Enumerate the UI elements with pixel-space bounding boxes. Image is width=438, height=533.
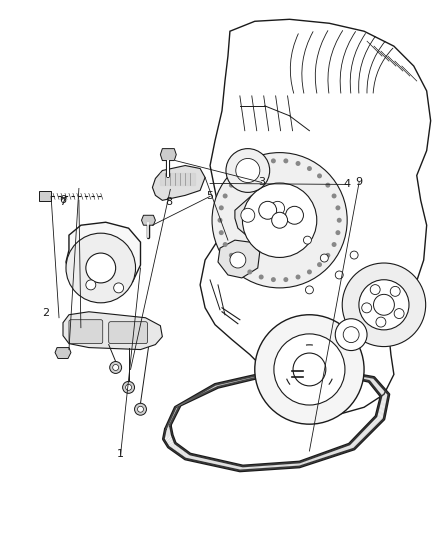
Circle shape	[370, 285, 380, 295]
Circle shape	[307, 166, 312, 171]
Circle shape	[237, 262, 242, 267]
Circle shape	[259, 161, 264, 166]
Circle shape	[134, 403, 146, 415]
Polygon shape	[160, 173, 195, 185]
Polygon shape	[141, 215, 155, 225]
Circle shape	[296, 161, 300, 166]
Circle shape	[359, 280, 409, 330]
Circle shape	[342, 263, 426, 346]
Circle shape	[218, 218, 223, 223]
Polygon shape	[152, 166, 205, 200]
Polygon shape	[235, 188, 301, 242]
Circle shape	[283, 277, 288, 282]
Circle shape	[243, 183, 317, 257]
Circle shape	[138, 406, 144, 412]
Circle shape	[236, 158, 260, 182]
Circle shape	[110, 361, 122, 374]
Polygon shape	[63, 312, 162, 350]
Text: 1: 1	[117, 449, 124, 459]
Circle shape	[86, 280, 96, 290]
Circle shape	[86, 253, 116, 283]
Circle shape	[332, 193, 336, 198]
Circle shape	[223, 193, 228, 198]
Circle shape	[296, 274, 300, 279]
Circle shape	[237, 173, 242, 179]
Circle shape	[317, 173, 322, 179]
Circle shape	[223, 242, 228, 247]
Circle shape	[317, 262, 322, 267]
Circle shape	[283, 158, 288, 164]
Circle shape	[350, 251, 358, 259]
Circle shape	[390, 286, 400, 296]
Circle shape	[212, 152, 347, 288]
Circle shape	[343, 327, 359, 343]
Circle shape	[272, 212, 288, 228]
Circle shape	[226, 149, 270, 192]
Polygon shape	[160, 149, 176, 160]
Circle shape	[362, 303, 372, 313]
Circle shape	[320, 254, 328, 262]
FancyBboxPatch shape	[109, 322, 148, 344]
Circle shape	[259, 201, 277, 219]
Circle shape	[271, 201, 285, 215]
Text: 5: 5	[207, 191, 214, 201]
Circle shape	[123, 382, 134, 393]
Circle shape	[230, 252, 246, 268]
Circle shape	[293, 353, 326, 386]
Circle shape	[255, 315, 364, 424]
Text: 2: 2	[42, 308, 49, 318]
Circle shape	[305, 286, 314, 294]
Circle shape	[337, 218, 342, 223]
Circle shape	[259, 274, 264, 279]
Text: 7: 7	[60, 197, 67, 207]
Text: 9: 9	[356, 177, 363, 188]
Polygon shape	[55, 348, 71, 359]
Circle shape	[304, 236, 311, 244]
Circle shape	[376, 317, 386, 327]
Circle shape	[274, 334, 345, 405]
Polygon shape	[66, 222, 141, 295]
Polygon shape	[39, 191, 51, 201]
Circle shape	[219, 230, 224, 235]
Circle shape	[335, 271, 343, 279]
Circle shape	[271, 277, 276, 282]
Circle shape	[247, 270, 252, 274]
Text: 8: 8	[165, 197, 172, 207]
Circle shape	[229, 253, 234, 258]
Circle shape	[114, 283, 124, 293]
Circle shape	[66, 233, 135, 303]
Circle shape	[374, 294, 394, 315]
Circle shape	[271, 158, 276, 164]
Text: 4: 4	[344, 180, 351, 189]
Text: 6: 6	[60, 196, 67, 205]
Circle shape	[336, 205, 340, 211]
Circle shape	[247, 166, 252, 171]
FancyBboxPatch shape	[69, 320, 103, 344]
Circle shape	[336, 230, 340, 235]
Circle shape	[335, 319, 367, 351]
Circle shape	[332, 242, 336, 247]
Circle shape	[325, 253, 330, 258]
Circle shape	[126, 384, 131, 390]
Text: 3: 3	[258, 177, 265, 188]
Polygon shape	[218, 240, 260, 278]
Circle shape	[229, 183, 234, 188]
Circle shape	[241, 208, 255, 222]
Circle shape	[286, 206, 304, 224]
Circle shape	[394, 309, 404, 319]
Circle shape	[307, 270, 312, 274]
Circle shape	[113, 365, 119, 370]
Circle shape	[219, 205, 224, 211]
Circle shape	[325, 183, 330, 188]
